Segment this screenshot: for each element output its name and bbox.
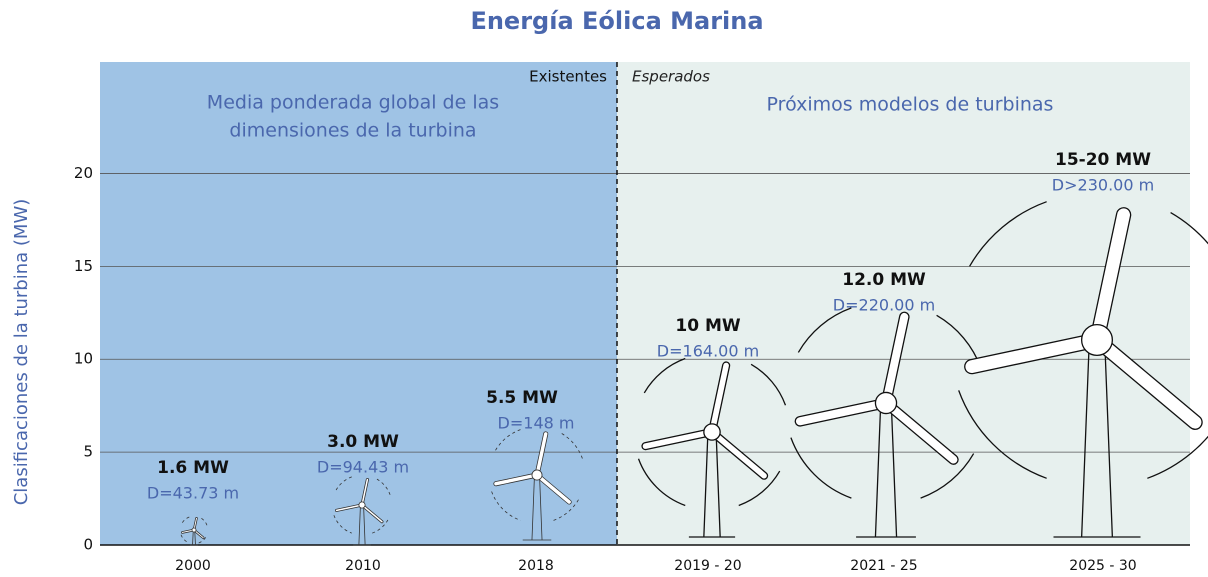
tower [703,431,721,538]
rotor-arc [958,390,1047,479]
x-tick-label: 2000 [175,558,211,574]
rotor-arc [372,519,389,534]
region-label: Próximos modelos de turbinas [767,94,1054,116]
blade-fill [361,504,383,523]
chart-title: Energía Eólica Marina [470,7,763,35]
y-tick-label: 20 [74,164,93,182]
existing-region [100,62,617,545]
blade-fill [1090,208,1130,347]
y-tick-label: 15 [74,257,93,275]
rotor-arc [968,201,1047,267]
diameter-label: D=94.43 m [317,458,409,477]
x-tick-label: 2021 - 25 [850,558,917,574]
rotor-arc [335,476,352,491]
y-tick-label: 10 [74,350,93,368]
rotor-arc [181,516,190,524]
rating-label: 10 MW [675,316,740,336]
rating-label: 12.0 MW [842,270,926,290]
blade-fill [361,478,369,506]
turbine [333,476,391,546]
hub [358,501,366,509]
rotor-arc [333,515,352,534]
region-label: dimensiones de la turbina [229,120,476,142]
rating-label: 1.6 MW [157,458,229,478]
y-axis-label: Clasificaciones de la turbina (MW) [11,199,32,506]
tower [874,402,898,538]
expected-label: Esperados [632,68,710,86]
rotor-arc [637,458,686,507]
x-tick-label: 2019 - 20 [674,558,741,574]
tower [192,529,196,546]
existing-label: Existentes [529,68,607,86]
blade-fill [709,429,767,479]
blade-fill [965,333,1104,373]
rotor-arc [750,363,787,406]
rating-label: 5.5 MW [486,388,558,408]
rotor-arc [1170,211,1208,245]
tower [358,504,366,546]
rotor-arc [797,307,852,353]
rotor-arc [198,536,207,544]
rotor-arc [376,478,391,495]
diameter-label: D=220.00 m [833,296,935,315]
diameter-label: D=148 m [498,414,575,433]
rotor-arc [553,498,580,521]
hub [531,469,543,481]
turbine [790,307,982,538]
region-label: Media ponderada global de las [207,92,499,114]
hub [191,527,197,533]
blade-fill [882,312,909,407]
turbine [958,201,1208,538]
x-tick-label: 2025 - 30 [1069,558,1136,574]
rotor-arc [790,437,852,499]
hub [874,391,898,415]
x-tick-label: 2018 [518,558,554,574]
blade-fill [494,473,539,486]
rotor-arc [200,517,208,526]
hub [703,423,721,441]
expected-region [617,62,1190,545]
rotor-arc [494,429,521,452]
blade-fill [535,473,571,504]
diameter-label: D>230.00 m [1052,176,1154,195]
rating-label: 15-20 MW [1055,150,1151,170]
blade-fill [1090,333,1202,429]
y-tick-label: 0 [83,536,93,554]
rotor-arc [560,432,583,459]
blade-fill [535,432,548,477]
y-tick-label: 5 [83,443,93,461]
blade-fill [882,399,958,464]
blade-fill [709,362,729,435]
rating-label: 3.0 MW [327,432,399,452]
rotor-arc [491,491,521,521]
diameter-label: D=164.00 m [657,342,759,361]
blade-fill [335,504,363,512]
tower [1080,339,1114,538]
tower [531,474,543,541]
diameter-label: D=43.73 m [147,484,239,503]
rotor-arc [920,453,975,499]
rotor-arc [1147,435,1208,479]
blade-fill [642,429,715,449]
rotor-arc [643,357,686,394]
blade-fill [795,399,890,426]
rotor-arc [738,470,781,507]
hub [1080,323,1114,357]
x-tick-label: 2010 [345,558,381,574]
rotor-arc [180,534,190,544]
turbine [180,516,208,546]
turbine [491,429,583,541]
turbine [637,357,787,538]
